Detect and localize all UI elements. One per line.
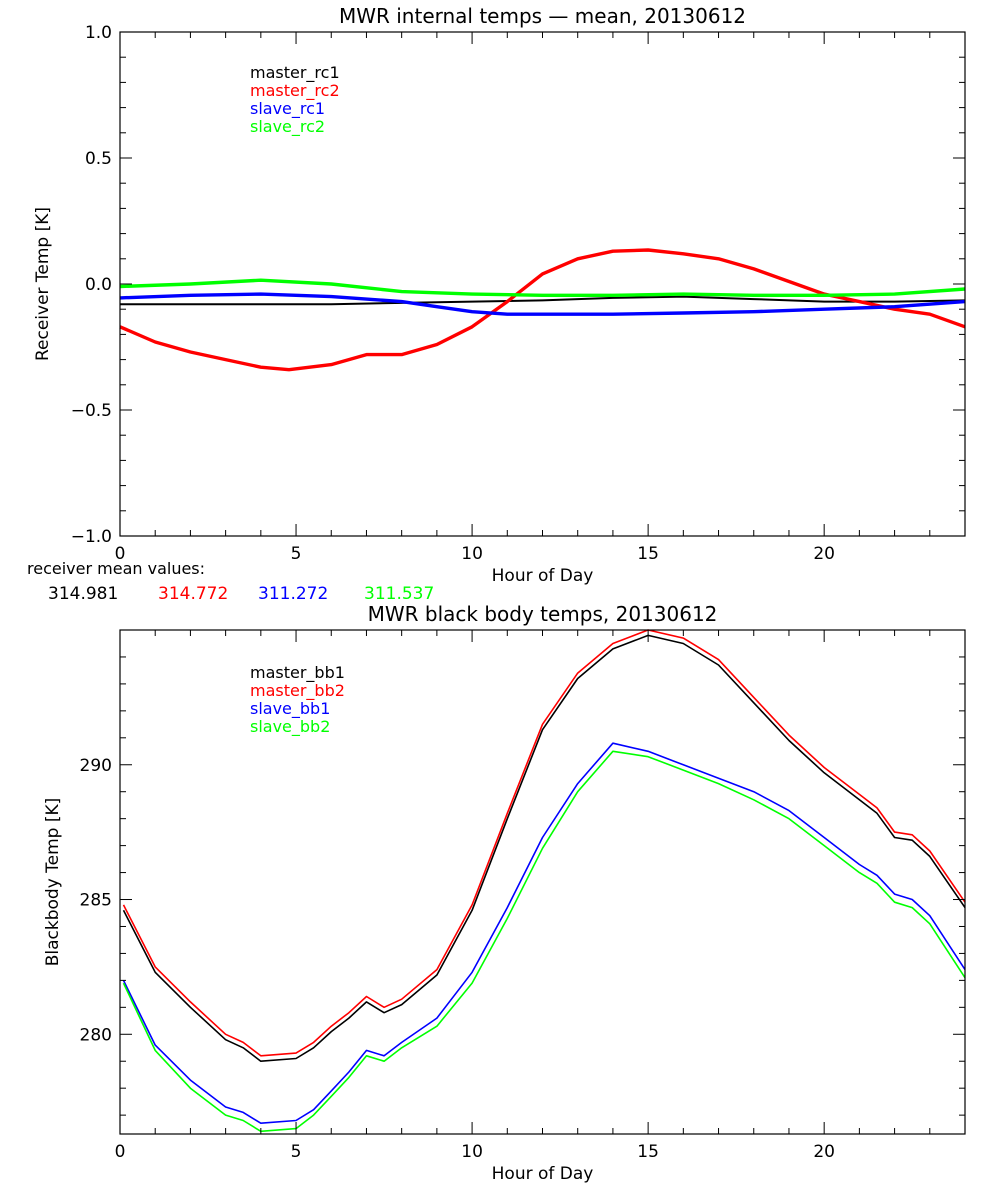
- y-axis-label: Receiver Temp [K]: [33, 207, 53, 361]
- series-line-master_rc1: [120, 295, 966, 306]
- mean-value-2: 314.772: [158, 584, 228, 604]
- y-tick-label: 285: [80, 891, 112, 911]
- legend-entry-slave_bb1: slave_bb1: [250, 699, 330, 719]
- series-line-master_bb2: [122, 629, 966, 1057]
- y-tick-label: 1.0: [85, 23, 112, 43]
- y-tick-label: −0.5: [71, 401, 112, 421]
- y-tick-label: −1.0: [71, 527, 112, 547]
- y-tick-label: 0.5: [85, 149, 112, 169]
- y-tick-label: 290: [80, 756, 112, 776]
- mean-value-3: 311.272: [258, 584, 328, 604]
- series-line-slave_bb1: [122, 742, 966, 1124]
- blackbody-temps-chart: 0 5 10 15 20 280 285 290 MWR black body temps, 2…: [43, 602, 966, 1184]
- chart-title: MWR black body temps, 20130612: [368, 602, 718, 626]
- chart-title: MWR internal temps — mean, 20130612: [339, 4, 746, 28]
- x-axis-label: Hour of Day: [492, 566, 594, 586]
- legend-entry-master_rc1: master_rc1: [250, 63, 340, 83]
- y-tick-label: 0.0: [85, 275, 112, 295]
- legend-entry-master_bb2: master_bb2: [250, 681, 345, 701]
- series-line-slave_rc2: [119, 278, 966, 297]
- x-tick-label: 10: [461, 1142, 483, 1162]
- legend-entry-slave_bb2: slave_bb2: [250, 717, 330, 737]
- x-tick-label: 20: [813, 544, 835, 564]
- legend-entry-slave_rc2: slave_rc2: [250, 117, 325, 137]
- mean-value-1: 314.981: [48, 584, 118, 604]
- mean-value-4: 311.537: [364, 584, 434, 604]
- x-tick-label: 20: [813, 1142, 835, 1162]
- x-tick-label: 5: [291, 544, 302, 564]
- mean-values-label: receiver mean values:: [27, 559, 205, 578]
- x-tick-label: 15: [637, 544, 659, 564]
- series-line-slave_rc1: [119, 292, 966, 316]
- x-tick-label: 0: [115, 544, 126, 564]
- receiver-mean-values: receiver mean values: 314.981 314.772 311.…: [27, 559, 434, 604]
- x-tick-label: 0: [115, 1142, 126, 1162]
- internal-temps-chart: 0 5 10 15 20 −1.0 −0.5 0.0 0.5 1.0 MWR internal te…: [33, 4, 966, 586]
- legend-entry-master_rc2: master_rc2: [250, 81, 340, 101]
- legend-entry-slave_rc1: slave_rc1: [250, 99, 325, 119]
- x-tick-label: 10: [461, 544, 483, 564]
- y-tick-label: 280: [80, 1025, 112, 1045]
- y-axis-label: Blackbody Temp [K]: [43, 798, 63, 967]
- legend-entry-master_bb1: master_bb1: [250, 663, 345, 683]
- x-tick-label: 15: [637, 1142, 659, 1162]
- x-tick-label: 5: [291, 1142, 302, 1162]
- series-line-master_bb1: [122, 634, 966, 1062]
- x-axis-label: Hour of Day: [492, 1164, 594, 1184]
